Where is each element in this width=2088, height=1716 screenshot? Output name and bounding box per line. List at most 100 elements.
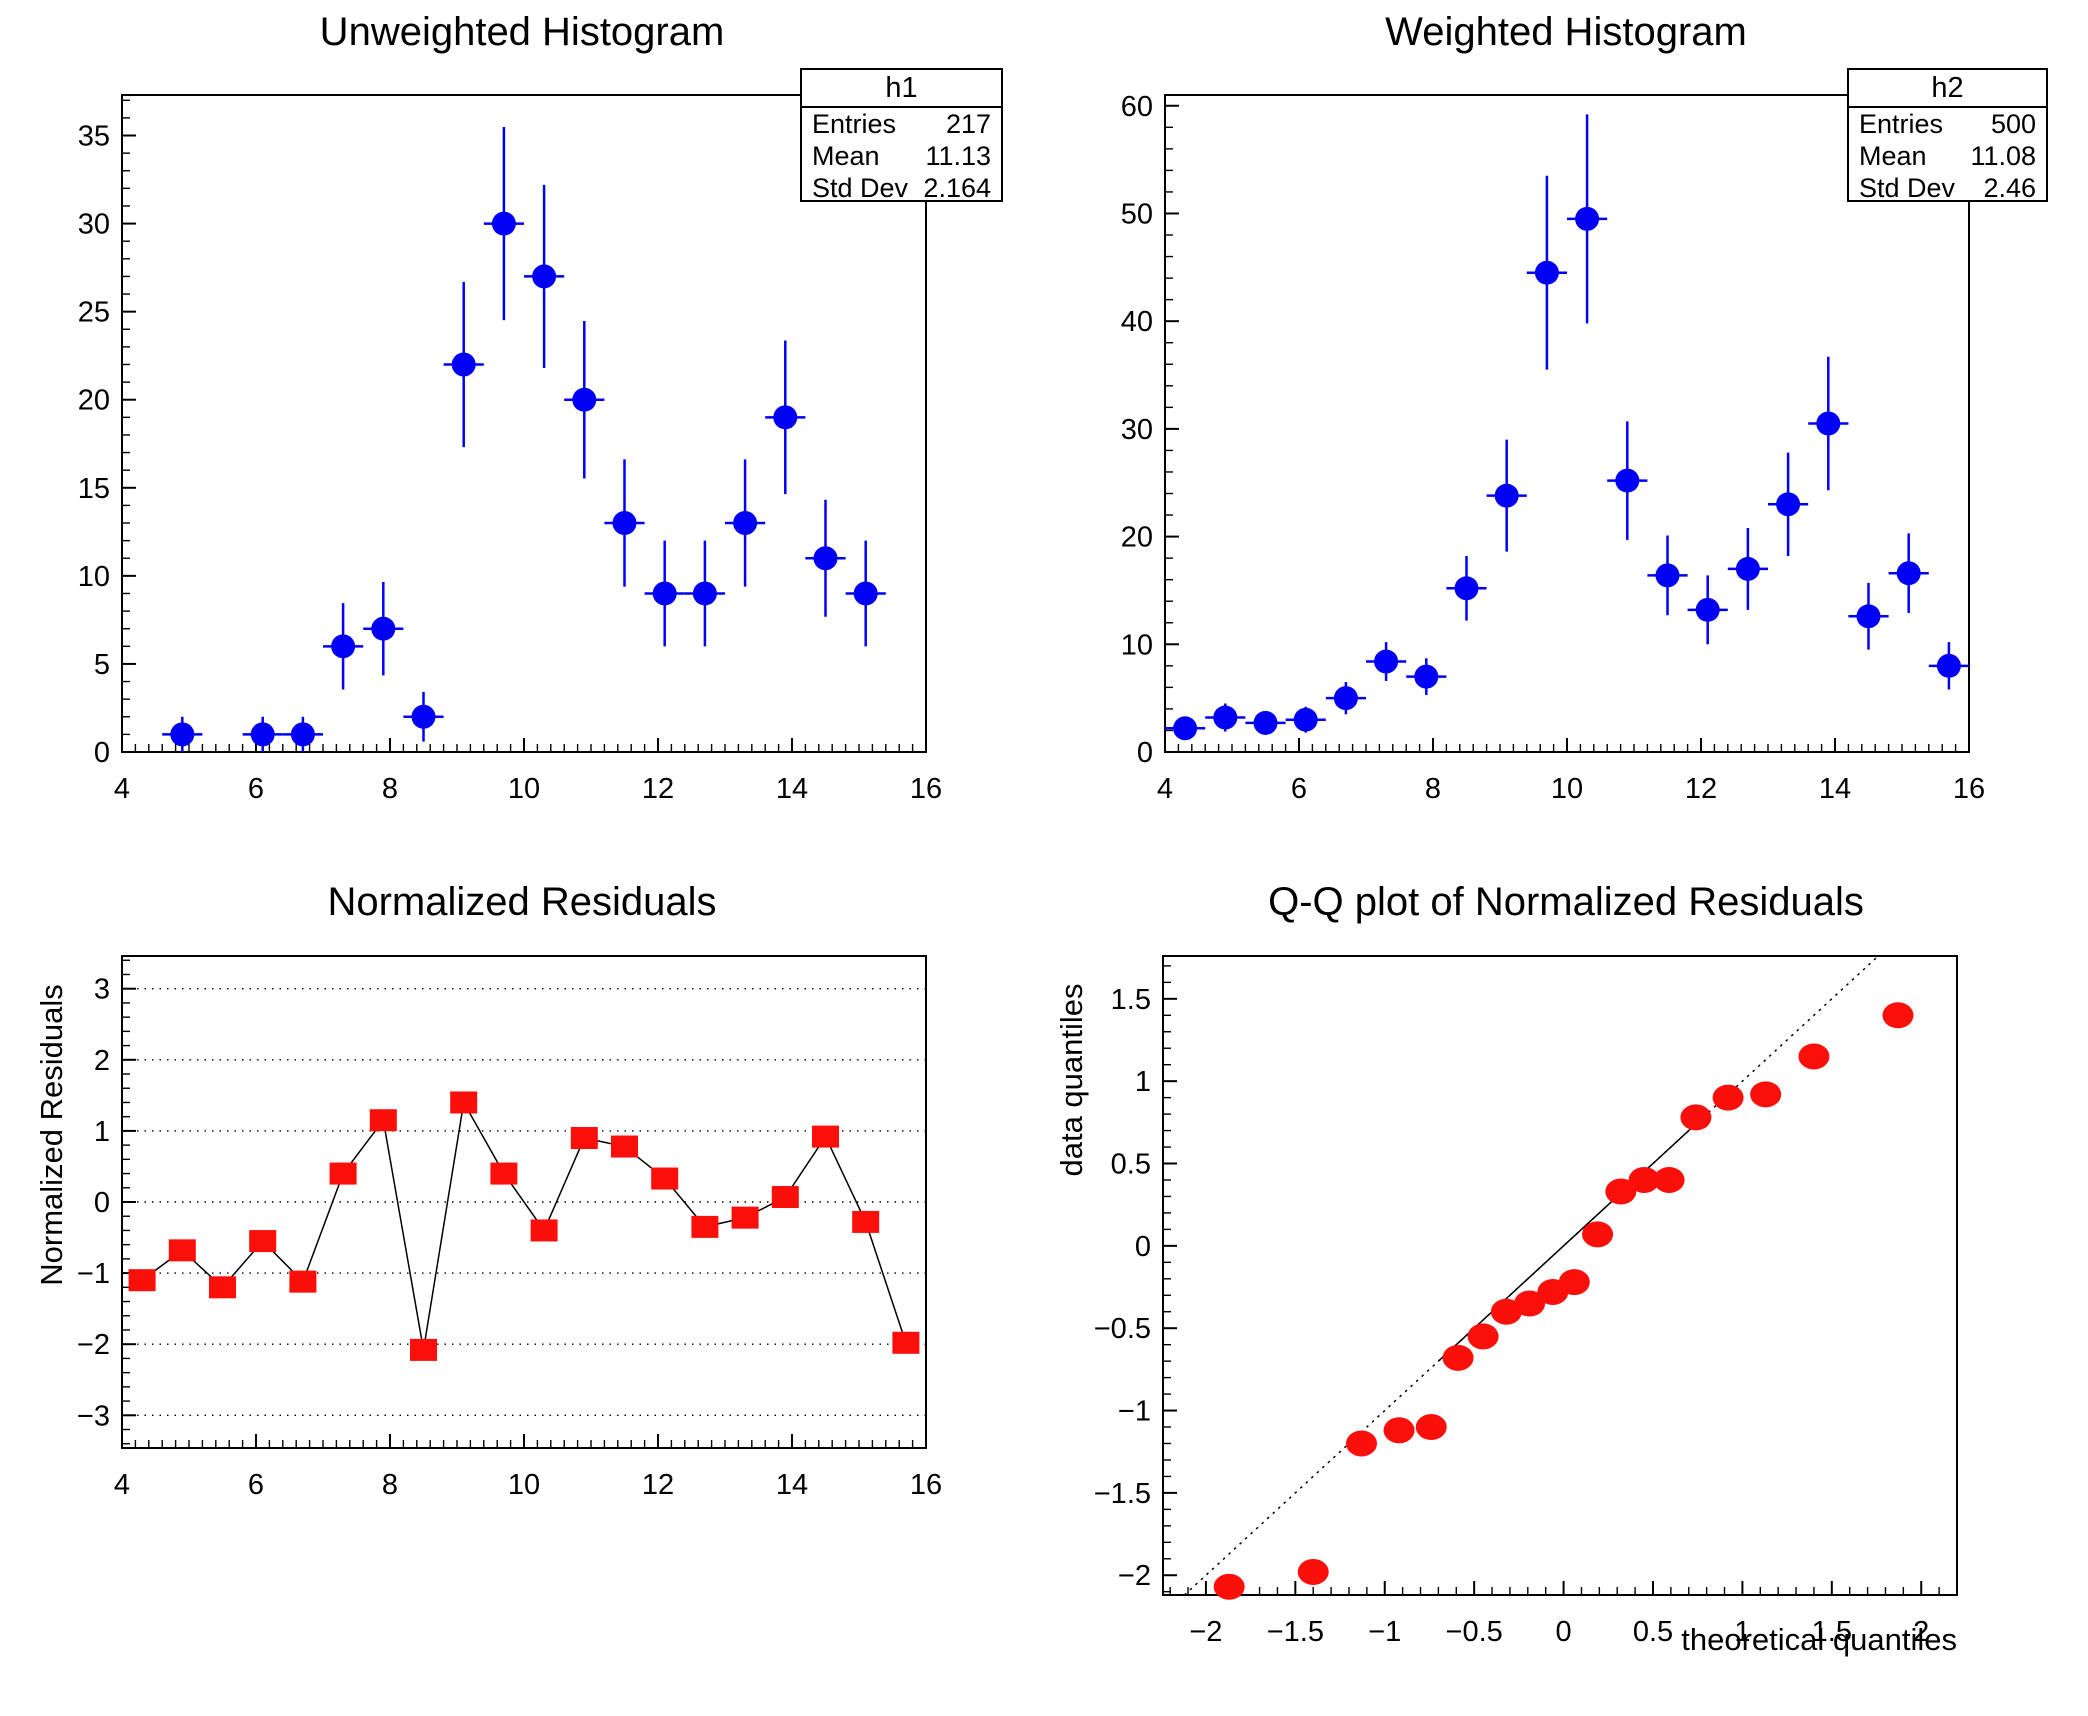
x-tick-label: 14 (1819, 773, 1851, 805)
data-point (451, 352, 476, 377)
data-point (209, 1276, 236, 1299)
x-tick-label: 8 (1425, 773, 1441, 805)
y-tick-label: −0.5 (1094, 1313, 1151, 1345)
data-point (812, 1125, 839, 1148)
data-point (1213, 1573, 1245, 1600)
data-point (289, 1270, 317, 1293)
residuals-line (141, 1100, 907, 1351)
x-tick-label: 14 (776, 1469, 808, 1501)
data-point (1605, 1178, 1637, 1205)
data-point (651, 1167, 679, 1190)
data-point (249, 1230, 277, 1253)
y-tick-label: 15 (78, 473, 110, 505)
data-point (1582, 1221, 1614, 1248)
y-tick-label: 10 (1121, 629, 1153, 661)
data-point (369, 1109, 397, 1132)
data-point (1856, 604, 1881, 629)
x-tick-label: 1.5 (1812, 1616, 1852, 1648)
x-tick-label: 16 (1953, 773, 1985, 805)
stats-box-h2: h2 Entries 500 Mean 11.08 Std Dev 2.46 (1847, 68, 2048, 204)
x-tick-label: 10 (508, 773, 540, 805)
y-tick-label: 30 (1121, 414, 1153, 446)
y-tick-label: 20 (78, 385, 110, 417)
data-point (331, 634, 356, 659)
x-tick-label: 0.5 (1633, 1616, 1673, 1648)
data-point (1816, 411, 1841, 436)
x-tick-label: 4 (114, 773, 130, 805)
x-tick-label: 4 (1157, 773, 1173, 805)
data-point (1798, 1043, 1830, 1070)
plot-frame (1162, 955, 1958, 1596)
y-tick-label: 30 (78, 209, 110, 241)
data-point (1653, 1166, 1685, 1193)
y-tick-label: 50 (1121, 198, 1153, 230)
x-tick-label: −1 (1368, 1616, 1401, 1648)
data-point (490, 1162, 518, 1185)
x-tick-label: 6 (248, 1469, 264, 1501)
data-point (813, 546, 838, 571)
stats-row-std-dev: Std Dev 2.46 (1849, 172, 2046, 204)
stats-value: 500 (1990, 109, 2036, 139)
data-point (892, 1331, 920, 1354)
data-point (450, 1091, 478, 1114)
qq-y-axis-label: data quantiles (1054, 983, 1089, 1177)
data-point (1173, 716, 1198, 741)
data-point (250, 722, 275, 747)
data-point (1936, 653, 1961, 678)
data-point (771, 1186, 799, 1209)
y-tick-label: 0 (1137, 737, 1153, 769)
y-tick-label: 60 (1121, 91, 1153, 123)
y-tick-label: 40 (1121, 306, 1153, 338)
stats-label: Std Dev (812, 173, 909, 203)
data-point (530, 1219, 558, 1242)
qq-plot-title: Q-Q plot of Normalized Residuals (1268, 880, 1864, 924)
stats-box-h2-name: h2 (1849, 70, 2046, 108)
data-point (570, 1127, 598, 1150)
data-point (290, 722, 315, 747)
data-point (1628, 1166, 1660, 1193)
data-point (852, 1210, 880, 1233)
stats-value: 11.08 (1970, 141, 2036, 171)
x-tick-label: 6 (1291, 773, 1307, 805)
data-point (1293, 707, 1318, 732)
qq-reference-line-solid (1437, 1121, 1699, 1362)
weighted-histogram-plot: 4 6 8 10 12 14 16 0 10 20 30 40 50 60 (1121, 91, 1985, 805)
x-tick-label: −0.5 (1446, 1616, 1503, 1648)
data-point (1346, 1430, 1377, 1457)
y-tick-label: 5 (94, 649, 110, 681)
stats-value: 2.46 (1983, 173, 2036, 203)
data-point (611, 1135, 638, 1158)
y-tick-label: 0 (1135, 1231, 1151, 1263)
stats-row-entries: Entries 217 (802, 108, 1001, 140)
data-point (853, 581, 878, 606)
data-point (1514, 1290, 1546, 1317)
stats-label: Entries (1859, 109, 1944, 139)
stats-row-entries: Entries 500 (1849, 108, 2046, 140)
data-point (1712, 1084, 1744, 1111)
data-point (1253, 710, 1278, 735)
y-tick-label: 0 (94, 737, 110, 769)
x-tick-label: 0 (1556, 1616, 1572, 1648)
data-point (1383, 1417, 1415, 1444)
data-point (1615, 468, 1640, 493)
residuals-y-axis-label: Normalized Residuals (34, 984, 69, 1286)
y-tick-label: 3 (94, 974, 110, 1006)
data-point (1575, 206, 1600, 231)
x-tick-label: 16 (910, 773, 942, 805)
data-point (1374, 649, 1399, 674)
stats-label: Mean (1859, 141, 1927, 171)
data-point (691, 1215, 719, 1238)
data-point (1534, 260, 1559, 285)
data-point (371, 616, 396, 641)
data-point (168, 1239, 196, 1262)
data-point (612, 511, 637, 536)
data-point (1655, 563, 1680, 588)
data-point (1558, 1269, 1590, 1296)
y-tick-label: −3 (77, 1400, 110, 1432)
data-point (1680, 1104, 1712, 1131)
y-tick-label: −1 (77, 1258, 110, 1290)
y-tick-label: 35 (78, 121, 110, 153)
